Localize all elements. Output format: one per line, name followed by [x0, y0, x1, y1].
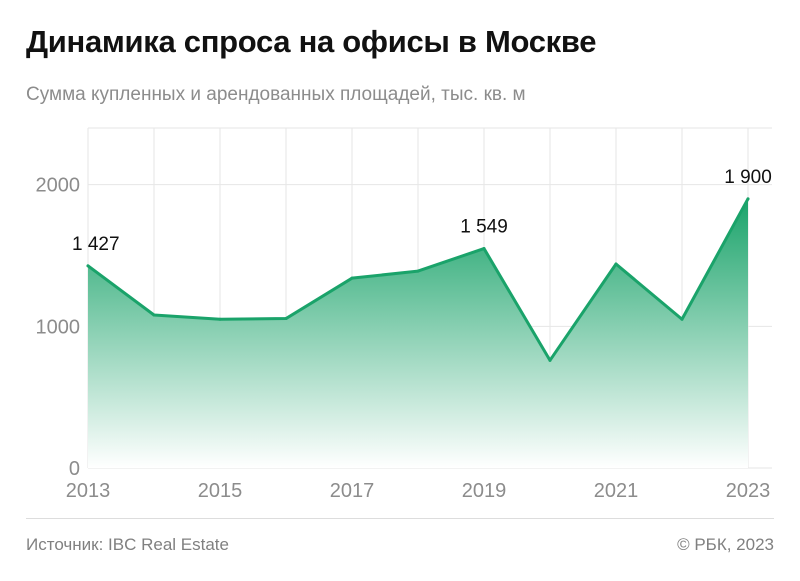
area-layer	[88, 198, 748, 469]
data-point	[746, 197, 750, 201]
data-label: 1 900	[724, 167, 772, 188]
y-tick-label: 0	[69, 458, 80, 480]
source-note: Источник: IBC Real Estate	[26, 535, 229, 554]
data-point	[416, 269, 420, 273]
y-tick-label: 1000	[36, 316, 81, 338]
data-point	[548, 358, 552, 362]
data-point	[482, 247, 486, 251]
data-point	[152, 313, 156, 317]
x-tick-label: 2013	[66, 480, 111, 502]
line-layer	[86, 197, 750, 362]
x-tick-label: 2019	[462, 480, 507, 502]
data-point	[218, 317, 222, 321]
y-tick-label: 2000	[36, 175, 81, 197]
x-tick-label: 2023	[726, 480, 771, 502]
data-point	[284, 317, 288, 321]
data-labels: 1 427 1 549 1 900	[72, 167, 772, 255]
data-label: 1 549	[460, 217, 508, 238]
data-label: 1 427	[72, 234, 120, 255]
data-point	[614, 262, 618, 266]
x-tick-label: 2017	[330, 480, 375, 502]
data-point	[86, 264, 90, 268]
chart-subtitle: Сумма купленных и арендованных площадей,…	[26, 84, 526, 105]
x-tick-label: 2015	[198, 480, 243, 502]
axis-labels: 0 1000 2000 2013 2015 2017 2019 2021 2023	[36, 175, 771, 502]
data-point	[350, 276, 354, 280]
area-fill	[88, 198, 748, 469]
x-tick-label: 2021	[594, 480, 639, 502]
copyright-note: © РБК, 2023	[677, 535, 774, 554]
footer-divider	[26, 518, 774, 519]
chart-title: Динамика спроса на офисы в Москве	[26, 24, 597, 59]
data-point	[680, 317, 684, 321]
